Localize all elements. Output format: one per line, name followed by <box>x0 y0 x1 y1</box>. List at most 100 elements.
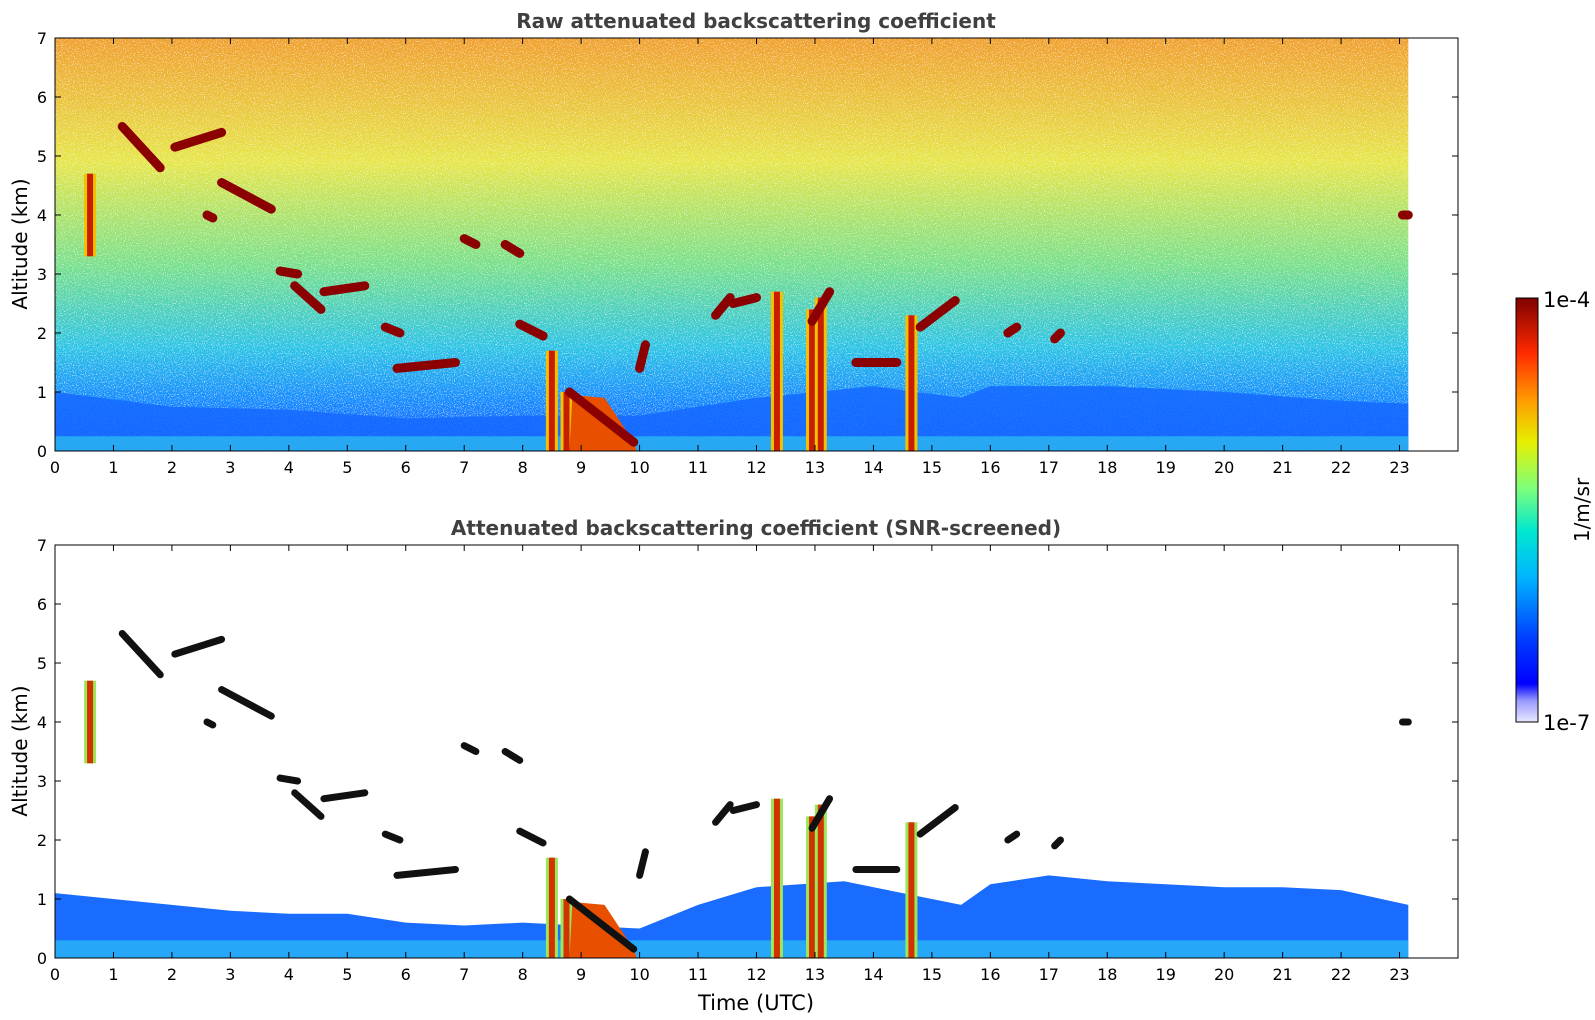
precip-column <box>905 822 918 958</box>
cloud-layer <box>217 178 276 214</box>
x-tick-label: 15 <box>922 965 942 984</box>
precip-column <box>770 291 783 451</box>
cloud-layer <box>1003 322 1022 338</box>
cloud-layer <box>290 281 326 314</box>
cloud-layer <box>635 340 650 373</box>
x-tick-label: 0 <box>50 458 60 477</box>
x-tick-label: 23 <box>1389 458 1409 477</box>
cloud-layer <box>728 293 761 308</box>
x-tick-label: 22 <box>1331 458 1351 477</box>
cloud-layer <box>515 319 548 341</box>
y-tick-label: 7 <box>37 29 47 48</box>
y-axis: 0 1 2 3 4 5 6 7 <box>37 29 1458 461</box>
y-tick-label: 1 <box>37 383 47 402</box>
y-tick-label: 6 <box>37 88 47 107</box>
boundary-layer <box>55 386 1409 451</box>
cloud-layer <box>380 322 405 338</box>
y-tick-label: 2 <box>37 324 47 343</box>
colorbar-min-label: 1e-7 <box>1543 711 1590 735</box>
x-axis: 0 1 2 3 4 5 6 7 8 9 10 11 12 13 14 15 16 17 18 19 20 21 22 23 <box>50 545 1410 984</box>
precip-column <box>560 392 573 451</box>
snr-screened-panel: Attenuated backscattering coefficient (S… <box>8 516 1459 1015</box>
x-tick-label: 20 <box>1214 458 1234 477</box>
x-tick-label: 11 <box>688 458 708 477</box>
heatmap-area <box>55 38 1413 451</box>
x-tick-label: 9 <box>576 458 586 477</box>
x-tick-label: 14 <box>863 965 883 984</box>
x-tick-label: 21 <box>1272 458 1292 477</box>
x-tick-label: 16 <box>980 458 1000 477</box>
precip-column <box>770 798 783 958</box>
x-axis-label: Time (UTC) <box>697 991 814 1015</box>
x-tick-label: 21 <box>1272 965 1292 984</box>
x-tick-label: 2 <box>167 965 177 984</box>
y-tick-label: 5 <box>37 654 47 673</box>
cloud-layer <box>460 742 480 755</box>
y-tick-label: 0 <box>37 949 47 968</box>
x-tick-label: 23 <box>1389 965 1409 984</box>
y-tick-label: 4 <box>37 713 47 732</box>
colorbar-unit-label: 1/m/sr <box>1570 477 1594 542</box>
x-tick-label: 2 <box>167 458 177 477</box>
y-tick-label: 6 <box>37 595 47 614</box>
cloud-layer <box>320 789 369 803</box>
x-tick-label: 1 <box>108 458 118 477</box>
cloud-layer <box>203 718 217 729</box>
cloud-layer <box>392 358 460 373</box>
y-tick-label: 0 <box>37 442 47 461</box>
x-tick-label: 19 <box>1156 965 1176 984</box>
cloud-layer <box>564 387 639 447</box>
x-tick-label: 18 <box>1097 458 1117 477</box>
x-tick-label: 17 <box>1039 965 1059 984</box>
precip-column <box>545 350 558 451</box>
x-tick-label: 13 <box>805 458 825 477</box>
x-tick-label: 1 <box>108 965 118 984</box>
x-tick-label: 16 <box>980 965 1000 984</box>
cloud-layer <box>916 804 959 838</box>
x-tick-label: 8 <box>518 965 528 984</box>
y-axis: 0 1 2 3 4 5 6 7 <box>37 536 1458 968</box>
cloud-layer <box>516 827 547 847</box>
y-tick-label: 3 <box>37 265 47 284</box>
cloud-layer <box>202 210 218 223</box>
cloud-layer <box>711 293 735 320</box>
x-tick-label: 20 <box>1214 965 1234 984</box>
x-tick-label: 11 <box>688 965 708 984</box>
colorbar: 1e-4 1e-7 1/m/sr <box>1515 288 1594 735</box>
cloud-layer <box>291 789 325 820</box>
cloud-layer <box>171 635 226 658</box>
cloud-layer <box>1004 830 1021 844</box>
cloud-layer <box>565 895 638 953</box>
panel-title: Raw attenuated backscattering coefficien… <box>516 9 996 33</box>
x-tick-label: 7 <box>459 458 469 477</box>
x-tick-label: 9 <box>576 965 586 984</box>
cloud-layer <box>712 801 734 826</box>
x-tick-label: 15 <box>922 458 942 477</box>
x-tick-label: 18 <box>1097 965 1117 984</box>
cloud-layer <box>276 774 302 785</box>
precip-column <box>814 804 827 958</box>
y-axis-label: Altitude (km) <box>8 685 32 816</box>
cloud-layer <box>1051 836 1064 850</box>
cloud-layer <box>218 686 275 720</box>
precip-column <box>905 315 918 451</box>
x-tick-label: 3 <box>225 965 235 984</box>
x-tick-label: 5 <box>342 965 352 984</box>
y-axis-label: Altitude (km) <box>8 178 32 309</box>
cloud-layer <box>636 848 649 879</box>
x-tick-label: 5 <box>342 458 352 477</box>
x-tick-label: 8 <box>518 458 528 477</box>
x-tick-label: 12 <box>746 965 766 984</box>
cloud-layer <box>501 748 524 764</box>
x-tick-label: 17 <box>1039 458 1059 477</box>
x-tick-label: 6 <box>401 458 411 477</box>
y-tick-label: 5 <box>37 147 47 166</box>
cloud-layer <box>118 630 164 679</box>
colorbar-gradient <box>1515 297 1539 723</box>
x-tick-label: 13 <box>805 965 825 984</box>
x-tick-label: 22 <box>1331 965 1351 984</box>
surface-layer <box>55 940 1409 958</box>
heatmap-area <box>55 630 1412 958</box>
cloud-layer <box>808 795 834 832</box>
x-tick-label: 10 <box>629 458 649 477</box>
